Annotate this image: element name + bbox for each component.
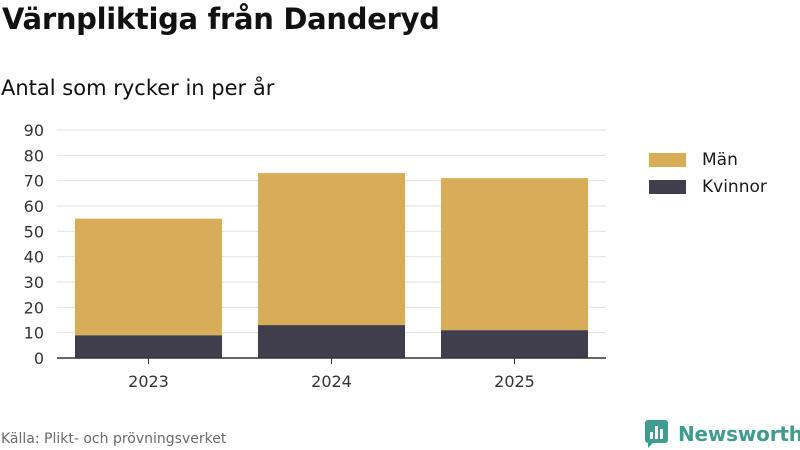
y-tick-label-50: 50 [24, 222, 44, 241]
y-tick-label-60: 60 [24, 197, 44, 216]
legend-swatch-man [649, 152, 686, 167]
legend-item-man: Män [649, 146, 767, 173]
bar-m-n-2025 [441, 178, 588, 331]
legend-label-kvinnor: Kvinnor [702, 176, 767, 197]
y-tick-label-20: 20 [24, 298, 44, 317]
x-tick-label-2024: 2024 [311, 372, 352, 391]
bar-series [75, 173, 588, 358]
x-axis: 2023 2024 2025 [57, 357, 606, 391]
legend-swatch-kvinnor [649, 179, 686, 194]
chart-subtitle: Antal som rycker in per år [1, 76, 275, 100]
source-note: Källa: Plikt- och prövningsverket [1, 431, 227, 447]
y-tick-label-40: 40 [24, 248, 44, 267]
bar-kvinnor-2025 [441, 330, 588, 358]
newsworthy-logo-icon [645, 420, 668, 448]
y-tick-label-30: 30 [24, 273, 44, 292]
bar-kvinnor-2024 [258, 325, 405, 358]
x-tick-label-2023: 2023 [128, 372, 169, 391]
chart-title: Värnpliktiga från Danderyd [2, 2, 440, 36]
legend: Män Kvinnor [649, 146, 767, 200]
y-axis-ticks: 0 10 20 30 40 50 60 70 80 90 [24, 121, 44, 368]
legend-item-kvinnor: Kvinnor [649, 173, 767, 200]
bar-m-n-2023 [75, 218, 222, 336]
bar-m-n-2024 [258, 173, 405, 326]
y-tick-label-10: 10 [24, 324, 44, 343]
y-tick-label-80: 80 [24, 146, 44, 165]
brand-logo[interactable]: Newsworthy [645, 420, 800, 448]
x-tick-label-2025: 2025 [494, 372, 535, 391]
y-tick-label-0: 0 [34, 349, 44, 368]
legend-label-man: Män [702, 149, 738, 170]
bar-kvinnor-2023 [75, 335, 222, 358]
y-tick-label-90: 90 [24, 121, 44, 140]
y-tick-label-70: 70 [24, 172, 44, 191]
brand-name: Newsworthy [678, 422, 800, 446]
